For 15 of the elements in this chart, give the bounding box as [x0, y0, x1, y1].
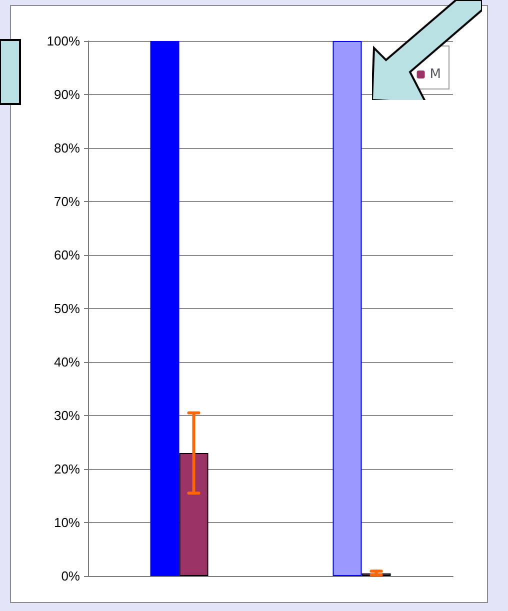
bar [179, 452, 208, 576]
bar [150, 41, 180, 576]
y-tick-label: 0% [61, 568, 80, 584]
y-tick-label: 60% [54, 248, 80, 262]
y-tick-label: 30% [54, 408, 80, 423]
y-tick-label: 20% [54, 462, 80, 476]
y-tick-label: 10% [54, 515, 80, 530]
y-tick-label: 90% [54, 87, 80, 102]
legend-label: M [430, 67, 441, 82]
y-tick-label: 80% [54, 140, 80, 156]
y-tick-label: 70% [54, 194, 80, 209]
y-tick-label: 40% [54, 354, 80, 370]
y-tick-label: 50% [54, 301, 80, 316]
y-tick-label: 100% [46, 34, 80, 48]
bar [332, 41, 362, 576]
